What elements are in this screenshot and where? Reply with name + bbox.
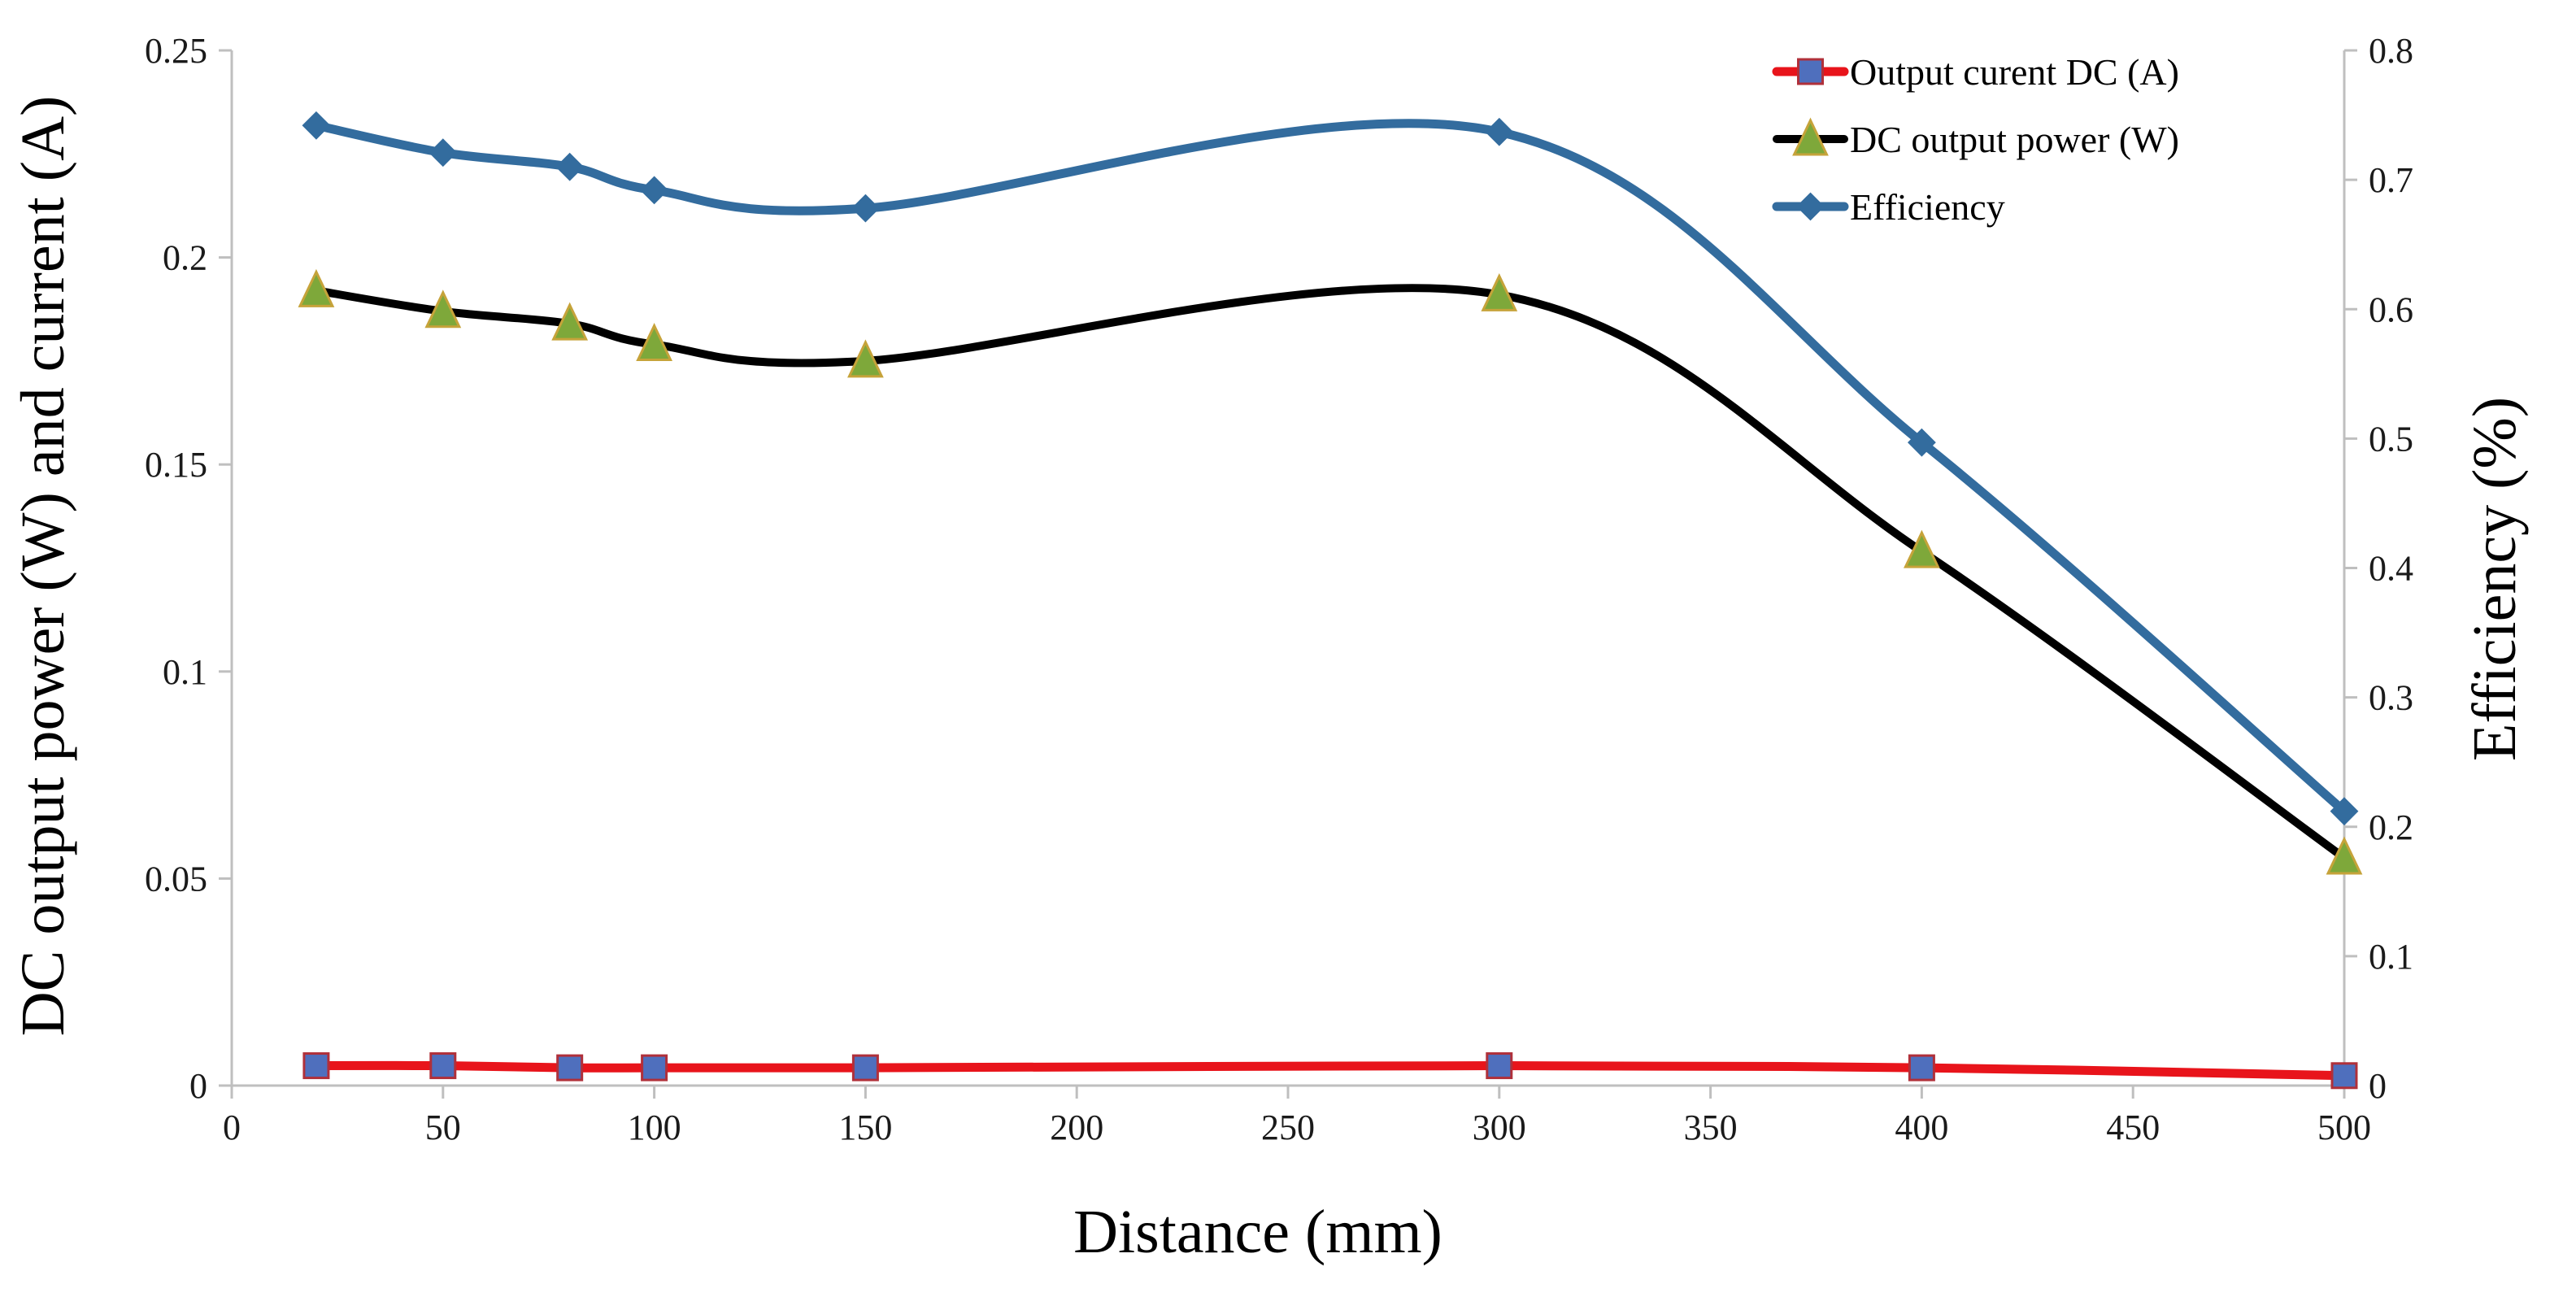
y2-tick-label: 0.6 <box>2369 289 2413 329</box>
x-tick-label: 150 <box>838 1108 892 1147</box>
axes <box>230 50 2346 1087</box>
data-point <box>1908 1054 1935 1082</box>
data-point <box>302 1052 330 1080</box>
x-tick-label: 250 <box>1261 1108 1315 1147</box>
y-tick-label: 0.15 <box>145 445 207 485</box>
y-tick-label: 0.1 <box>163 652 207 692</box>
data-point <box>2330 797 2359 826</box>
data-point <box>2330 1062 2358 1090</box>
legend-label-1: Output curent DC (A) <box>1850 51 2179 93</box>
data-point <box>851 1054 879 1082</box>
data-point <box>851 194 880 223</box>
data-point <box>847 339 884 378</box>
data-point <box>1485 117 1514 146</box>
data-point <box>424 289 462 329</box>
x-tick-label: 0 <box>223 1108 241 1147</box>
y-ticks: 0 0.05 0.1 0.15 0.2 0.25 <box>145 31 232 1106</box>
legend: Output curent DC (A) DC output power (W) E… <box>1772 51 2179 228</box>
data-point <box>1486 1052 1513 1080</box>
data-point <box>302 111 331 140</box>
legend-marker-3 <box>1796 192 1825 221</box>
y-tick-label: 0 <box>189 1066 207 1106</box>
x-tick-label: 450 <box>2106 1108 2160 1147</box>
y2-axis-title: Efficiency (%) <box>2461 397 2529 761</box>
y2-tick-label: 0.1 <box>2369 937 2413 977</box>
y2-tick-label: 0.3 <box>2369 678 2413 718</box>
data-point <box>298 268 335 307</box>
series-line-3 <box>311 119 2349 816</box>
data-point <box>636 323 672 362</box>
y2-ticks: 0 0.1 0.2 0.3 0.4 0.5 0.6 0.7 0.8 <box>2344 31 2413 1106</box>
x-axis-title: Distance (mm) <box>1073 1198 1442 1266</box>
data-point <box>1904 529 1940 568</box>
legend-label-2: DC output power (W) <box>1850 119 2179 160</box>
y2-tick-label: 0.4 <box>2369 549 2413 589</box>
data-point <box>556 1054 584 1082</box>
x-tick-label: 350 <box>1684 1108 1738 1147</box>
data-point <box>429 138 458 168</box>
series-markers <box>298 111 2363 1090</box>
y-tick-label: 0.05 <box>145 859 207 899</box>
legend-label-3: Efficiency <box>1850 186 2005 228</box>
series-line-2 <box>311 284 2348 862</box>
y-tick-label: 0.2 <box>163 238 207 278</box>
y2-tick-label: 0.5 <box>2369 419 2413 459</box>
data-point <box>2326 836 2363 875</box>
y2-tick-label: 0 <box>2369 1066 2387 1106</box>
data-point <box>429 1052 457 1080</box>
y2-tick-label: 0.8 <box>2369 31 2413 71</box>
y-tick-label: 0.25 <box>145 31 207 71</box>
x-tick-label: 400 <box>1895 1108 1948 1147</box>
x-tick-label: 300 <box>1473 1108 1526 1147</box>
x-tick-label: 200 <box>1050 1108 1103 1147</box>
data-point <box>1907 428 1936 457</box>
data-point <box>641 1054 668 1082</box>
data-point <box>555 152 585 181</box>
y-axis-title: DC output power (W) and current (A) <box>9 96 77 1037</box>
x-ticks: 0 50 100 150 200 250 300 350 400 450 500 <box>223 1086 2371 1147</box>
data-point <box>551 302 589 341</box>
y2-tick-label: 0.7 <box>2369 160 2413 200</box>
x-tick-label: 50 <box>425 1108 461 1147</box>
data-point <box>1481 272 1518 311</box>
x-tick-label: 100 <box>628 1108 681 1147</box>
y2-tick-label: 0.2 <box>2369 807 2413 847</box>
series-line-1 <box>311 1060 2349 1081</box>
x-tick-label: 500 <box>2317 1108 2371 1147</box>
data-point <box>640 176 669 205</box>
legend-marker-2 <box>1792 117 1829 156</box>
legend-marker-1 <box>1797 58 1824 85</box>
series-lines <box>311 119 2349 1081</box>
